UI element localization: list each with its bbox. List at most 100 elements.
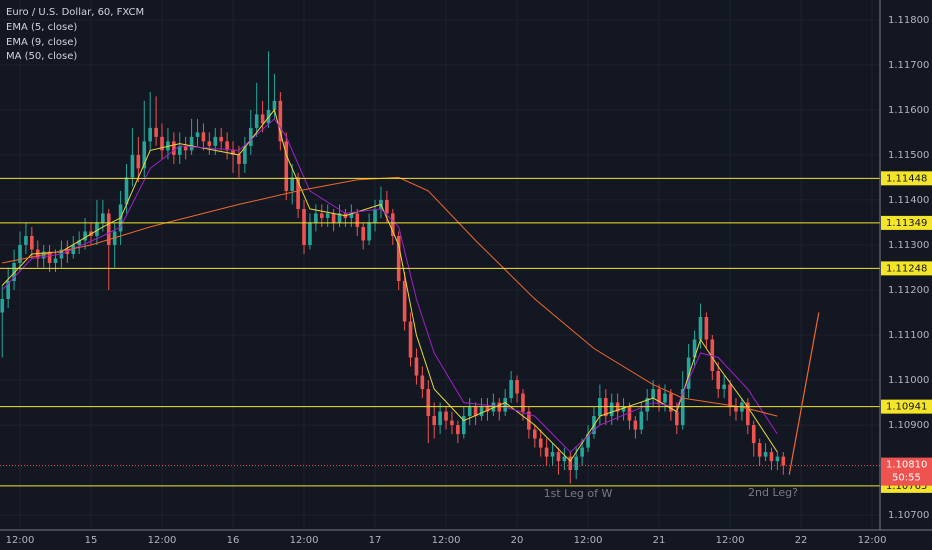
candle-body xyxy=(781,456,786,466)
candle-body xyxy=(420,375,425,390)
candle-body xyxy=(692,339,697,358)
candle-body xyxy=(728,384,732,408)
candle-body xyxy=(686,357,691,390)
level-label: 1.10941 xyxy=(886,402,927,413)
candle-body xyxy=(177,145,182,155)
indicator-line xyxy=(1,118,778,453)
candle-body xyxy=(402,280,407,322)
candle-body xyxy=(633,420,638,430)
candle-body xyxy=(183,145,188,151)
candle-body xyxy=(195,132,200,137)
candle-body xyxy=(243,145,247,164)
candle-body xyxy=(319,213,324,218)
legend-entry: EMA (5, close) xyxy=(6,22,77,33)
candle-body xyxy=(302,208,306,245)
candle-body xyxy=(189,136,194,151)
candle-body xyxy=(148,127,152,142)
candle-body xyxy=(574,456,579,471)
x-tick-label: 12:00 xyxy=(6,535,35,546)
x-tick-label: 21 xyxy=(653,535,666,546)
candle-body xyxy=(47,251,52,263)
candle-body xyxy=(432,416,437,426)
annotation: 2nd Leg? xyxy=(748,486,798,499)
candle-body xyxy=(473,407,478,417)
candle-body xyxy=(373,208,377,223)
candle-body xyxy=(367,222,371,241)
candle-body xyxy=(124,177,129,205)
y-tick-label: 1.11800 xyxy=(888,15,929,26)
level-label-box xyxy=(881,171,932,186)
candle-body xyxy=(219,136,223,142)
candle-body xyxy=(586,434,590,448)
candle-body xyxy=(308,222,312,245)
candle-body xyxy=(450,420,454,426)
candle-body xyxy=(461,416,466,435)
y-tick-label: 1.11000 xyxy=(888,375,929,386)
indicator-line xyxy=(2,176,778,417)
candle-body xyxy=(95,222,99,236)
candle-body xyxy=(106,213,111,245)
candle-body xyxy=(716,371,721,390)
candle-body xyxy=(414,357,419,376)
candle-body xyxy=(101,213,105,223)
y-tick-label: 1.11600 xyxy=(888,105,929,116)
x-tick-label: 12:00 xyxy=(148,535,177,546)
x-tick-label: 22 xyxy=(795,535,808,546)
candle-body xyxy=(538,438,543,448)
candle-body xyxy=(775,456,780,462)
candle-body xyxy=(136,154,141,169)
x-tick-label: 16 xyxy=(227,535,240,546)
y-tick-label: 1.11200 xyxy=(888,285,929,296)
candle-body xyxy=(734,407,738,412)
level-label-box xyxy=(881,399,932,414)
candle-body xyxy=(769,452,774,462)
candle-body xyxy=(260,114,265,124)
candle-body xyxy=(763,452,768,457)
candle-body xyxy=(6,280,10,299)
candle-body xyxy=(509,380,513,399)
candle-body xyxy=(290,177,294,191)
candle-body xyxy=(331,213,336,223)
candle-body xyxy=(562,456,567,462)
candle-body xyxy=(396,235,401,281)
candle-body xyxy=(657,389,661,403)
candle-body xyxy=(53,258,58,263)
candle-body xyxy=(272,100,277,110)
candle-body xyxy=(213,136,218,146)
candle-body xyxy=(722,384,726,390)
y-tick-label: 1.11500 xyxy=(888,150,929,161)
projection-line xyxy=(788,312,820,475)
candle-body xyxy=(556,452,561,462)
candle-body xyxy=(337,213,342,223)
candle-body xyxy=(675,411,679,426)
candle-body xyxy=(231,150,235,155)
candle-body xyxy=(325,213,330,218)
y-tick-label: 1.11400 xyxy=(888,195,929,206)
candle-body xyxy=(172,141,176,155)
candle-body xyxy=(361,226,365,241)
candle-body xyxy=(207,141,212,146)
candle-body xyxy=(30,235,34,250)
candle-body xyxy=(18,244,22,263)
candle-body xyxy=(710,339,715,372)
candle-body xyxy=(550,452,555,457)
y-tick-label: 1.10900 xyxy=(888,420,929,431)
countdown: 50:55 xyxy=(892,473,921,484)
candle-body xyxy=(521,393,525,412)
level-label-box xyxy=(881,215,932,230)
candle-body xyxy=(580,447,584,457)
candle-body xyxy=(355,213,360,227)
candle-body xyxy=(746,402,750,426)
candle-body xyxy=(12,262,16,281)
candle-body xyxy=(515,380,519,394)
last-price-box xyxy=(881,457,932,486)
candle-body xyxy=(438,411,442,426)
candle-body xyxy=(278,100,283,142)
x-tick-label: 15 xyxy=(85,535,98,546)
x-tick-label: 12:00 xyxy=(432,535,461,546)
candle-body xyxy=(639,411,644,430)
candle-body xyxy=(757,443,762,457)
candle-body xyxy=(237,154,241,164)
candle-body xyxy=(0,298,5,313)
legend-entry: MA (50, close) xyxy=(6,51,77,62)
